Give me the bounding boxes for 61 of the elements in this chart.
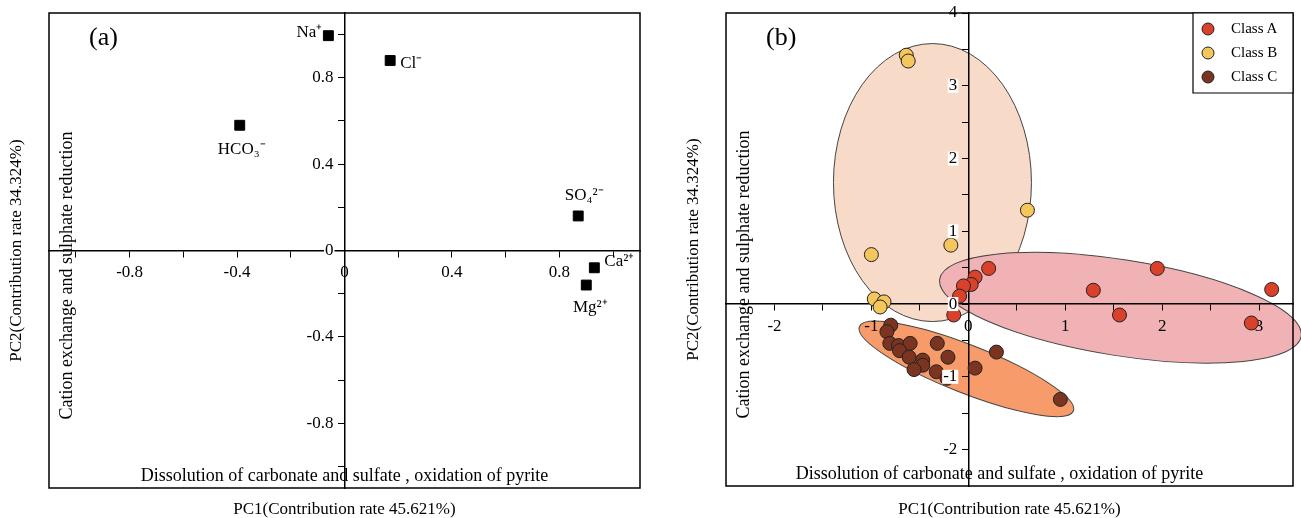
x-tick-label: 0.4 [441,262,464,282]
legend-label: Class B [1231,43,1278,60]
y-tick-label: 2 [948,148,958,168]
annotation: Na⁺ [296,22,323,42]
y-tick-label: 3 [948,75,958,95]
annotation: (a) [89,21,118,51]
y-axis-title: PC2(Contribution rate 34.324%) [6,139,26,362]
legend-label: Class A [1231,19,1278,36]
point [1112,307,1128,323]
point [863,247,879,263]
point [928,364,944,380]
point [929,335,945,351]
point [891,343,907,359]
point [943,237,959,253]
x-tick-label: -2 [767,315,782,335]
annotation: HCO₃⁻ [217,138,266,158]
point [384,55,396,66]
x-axis-title: PC1(Contribution rate 45.621%) [233,498,456,518]
x-tick-label: -0.4 [223,262,251,282]
point [572,210,584,222]
point [1085,282,1101,298]
point [901,349,917,365]
y-tick-label: -0.8 [306,412,334,432]
annotation: (b) [766,21,797,51]
x-axis-title: PC1(Contribution rate 45.621%) [898,498,1121,518]
y-tick-label: 0 [325,239,334,259]
point [234,119,246,131]
y-tick-label: 0.8 [312,67,334,87]
point [1149,260,1165,276]
point [906,362,922,378]
point [940,349,956,365]
point [322,30,334,42]
annotation: Cl⁻ [400,52,423,72]
x-tick-label: 1 [1060,315,1070,335]
point [588,262,600,274]
annotation: SO₄²⁻ [564,185,604,205]
annotation: Ca²⁺ [604,251,635,271]
point [1264,282,1280,298]
legend-label: Class C [1231,67,1278,84]
point [981,260,997,276]
x-tick-label: -0.8 [116,262,144,282]
x-tick-label: 2 [1157,315,1167,335]
x-tick-label: -1 [864,315,879,335]
x-tick-label: 0.8 [548,262,571,282]
y-tick-label: 1 [948,220,958,240]
y-tick-label: 0 [948,293,958,313]
point [580,279,592,291]
y-tick-label: -2 [943,439,958,459]
y-tick-label: -1 [943,366,958,386]
annotation: Cation exchange and sulphate reduction [55,131,76,420]
point [900,53,916,69]
point [1052,391,1068,407]
point [902,335,918,351]
y-tick-label: 0.4 [312,153,334,173]
point [872,299,888,315]
point [967,360,983,376]
point [988,344,1004,360]
annotation: Cation exchange and sulphate reduction [732,130,753,419]
annotation: Mg²⁺ [572,296,608,316]
point [1019,202,1035,218]
y-axis-title: PC2(Contribution rate 34.324%) [683,138,703,361]
